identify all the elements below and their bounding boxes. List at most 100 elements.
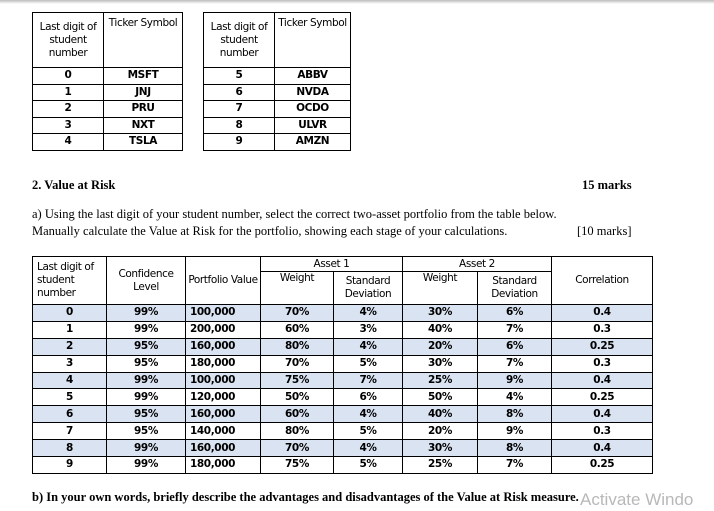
header-ticker: Ticker Symbol [274,12,351,68]
table-row: 0 99% 100,000 70% 4% 30% 6% 0.4 [32,304,653,322]
table-cell: 6% [333,388,403,407]
table-cell: 25% [402,456,478,474]
table-cell: 5% [333,422,403,441]
table-row: 9 AMZN [203,133,351,151]
header-digit: Last digit of student number [203,12,275,68]
header-asset2: Asset 2 [402,256,552,272]
table-cell: 180,000 [185,456,261,474]
table-cell: 5 [203,67,275,85]
table-cell: 9 [32,456,107,474]
table-row: 9 99% 180,000 75% 5% 25% 7% 0.25 [32,456,653,474]
table-cell: 4 [32,371,107,390]
table-row: 6 95% 160,000 60% 4% 40% 8% 0.4 [32,405,653,424]
table-cell: 75% [260,371,334,390]
table-cell: 9 [203,133,275,151]
table-row: 8 ULVR [203,116,351,134]
table-cell: ULVR [274,116,351,134]
portfolio-table: Last digit of student number Confidence … [32,256,653,474]
table-cell: 1 [32,83,104,101]
table-cell: 80% [260,422,334,441]
table-cell: 4 [32,133,104,151]
table-cell: 75% [260,456,334,474]
table-cell: 5% [333,456,403,474]
table-cell: 40% [402,320,478,339]
ticker-table-left: Last digit of student number Ticker Symbo… [32,12,183,151]
table-cell: 2 [32,100,104,118]
table-cell: 95% [106,354,186,373]
table-cell: 8% [477,405,552,424]
table-cell: 8% [477,439,552,458]
table-cell: 99% [106,320,186,339]
header-asset1-weight: Weight [260,271,334,305]
section-marks: 15 marks [582,178,632,192]
table-row: 4 99% 100,000 75% 7% 25% 9% 0.4 [32,371,653,390]
table-cell: 0 [32,67,104,85]
table-cell: 0.3 [551,422,653,441]
table-row: 3 95% 180,000 70% 5% 30% 7% 0.3 [32,354,653,373]
table-cell: 160,000 [185,337,261,356]
table-row: 7 OCDO [203,100,351,118]
table-row: 3 NXT [32,116,183,134]
header-asset1-sd: Standard Deviation [333,271,403,305]
table-cell: 99% [106,456,186,474]
table-row: 1 JNJ [32,83,183,101]
table-cell: 7% [477,320,552,339]
table-cell: 99% [106,371,186,390]
table-cell: 7% [333,371,403,390]
question-a-line2: Manually calculate the Value at Risk for… [32,224,508,238]
table-row: 6 NVDA [203,83,351,101]
table-cell: 160,000 [185,405,261,424]
table-cell: 3 [32,354,107,373]
table-cell: 140,000 [185,422,261,441]
table-cell: 6% [477,304,552,322]
header-asset2-sd: Standard Deviation [477,271,552,305]
table-cell: PRU [103,100,183,118]
table-cell: 7% [477,456,552,474]
table-cell: 30% [402,439,478,458]
table-cell: 4% [333,405,403,424]
question-a-marks: [10 marks] [577,224,632,238]
table-cell: 70% [260,439,334,458]
table-cell: 95% [106,422,186,441]
header-digit: Last digit of student number [32,256,107,305]
table-cell: 180,000 [185,354,261,373]
table-cell: 99% [106,304,186,322]
header-asset1: Asset 1 [260,256,403,272]
table-cell: 100,000 [185,371,261,390]
header-ticker: Ticker Symbol [103,12,183,68]
question-b: b) In your own words, briefly describe t… [32,490,579,504]
table-cell: 95% [106,405,186,424]
table-cell: 50% [260,388,334,407]
table-cell: JNJ [103,83,183,101]
table-cell: 7% [477,354,552,373]
table-cell: 99% [106,439,186,458]
table-row: 8 99% 160,000 70% 4% 30% 8% 0.4 [32,439,653,458]
window-top-edge [0,0,714,4]
table-row: 2 95% 160,000 80% 4% 20% 6% 0.25 [32,337,653,356]
table-cell: AMZN [274,133,351,151]
activation-watermark: Activate Windo [580,490,694,509]
table-cell: 6 [203,83,275,101]
table-cell: NVDA [274,83,351,101]
table-cell: 0.25 [551,337,653,356]
table-cell: 8 [32,439,107,458]
table-row: 5 99% 120,000 50% 6% 50% 4% 0.25 [32,388,653,407]
table-row: 5 ABBV [203,67,351,85]
table-cell: 4% [333,439,403,458]
table-cell: 20% [402,422,478,441]
table-cell: 0.25 [551,388,653,407]
table-cell: 60% [260,405,334,424]
section-title: 2. Value at Risk [32,178,116,192]
table-cell: 0.3 [551,320,653,339]
table-cell: 9% [477,371,552,390]
table-row: 1 99% 200,000 60% 3% 40% 7% 0.3 [32,320,653,339]
ticker-table-right: Last digit of student number Ticker Symbo… [203,12,351,151]
table-cell: 3% [333,320,403,339]
table-cell: 4% [333,304,403,322]
table-cell: 0.4 [551,371,653,390]
table-cell: 30% [402,304,478,322]
table-cell: NXT [103,116,183,134]
table-cell: 120,000 [185,388,261,407]
table-cell: 6% [477,337,552,356]
table-cell: 40% [402,405,478,424]
